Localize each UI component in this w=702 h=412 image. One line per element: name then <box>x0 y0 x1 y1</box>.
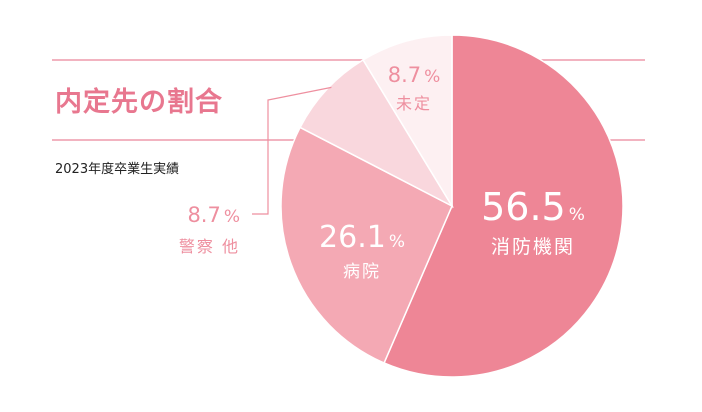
slice-value-label: 26.1% <box>319 220 405 255</box>
slice-label-0: 56.5 % 消防機関 <box>481 185 585 258</box>
page-title: 内定先の割合 <box>55 86 223 118</box>
slice-value-label: 8.7% <box>388 63 441 87</box>
slice-category-label: 消防機関 <box>491 236 575 258</box>
slice-category-label: 警察 他 <box>179 237 240 256</box>
slice-category-label: 病院 <box>343 262 381 282</box>
slice-label-1: 26.1 % 病院 <box>319 220 405 282</box>
leader-line <box>252 86 332 215</box>
slice-undecided <box>362 34 453 209</box>
slice-value-label: 8.7% <box>187 203 240 227</box>
slice-category-label: 未定 <box>396 94 432 113</box>
slice-police-other <box>299 58 455 208</box>
slice-label-2: 8.7 % 警察 他 <box>179 203 240 256</box>
slice-hospitals <box>280 126 453 364</box>
pie-labels: 56.5 % 消防機関 26.1 % 病院 8.7 % 未定 8.7 % 警察 他 <box>179 63 585 282</box>
slice-fire-agencies <box>383 34 624 378</box>
slice-value-label: 56.5% <box>481 185 585 229</box>
slice-label-3: 8.7 % 未定 <box>388 63 441 113</box>
pie-slices <box>280 34 624 378</box>
page-subtitle: 2023年度卒業生実績 <box>55 161 179 177</box>
